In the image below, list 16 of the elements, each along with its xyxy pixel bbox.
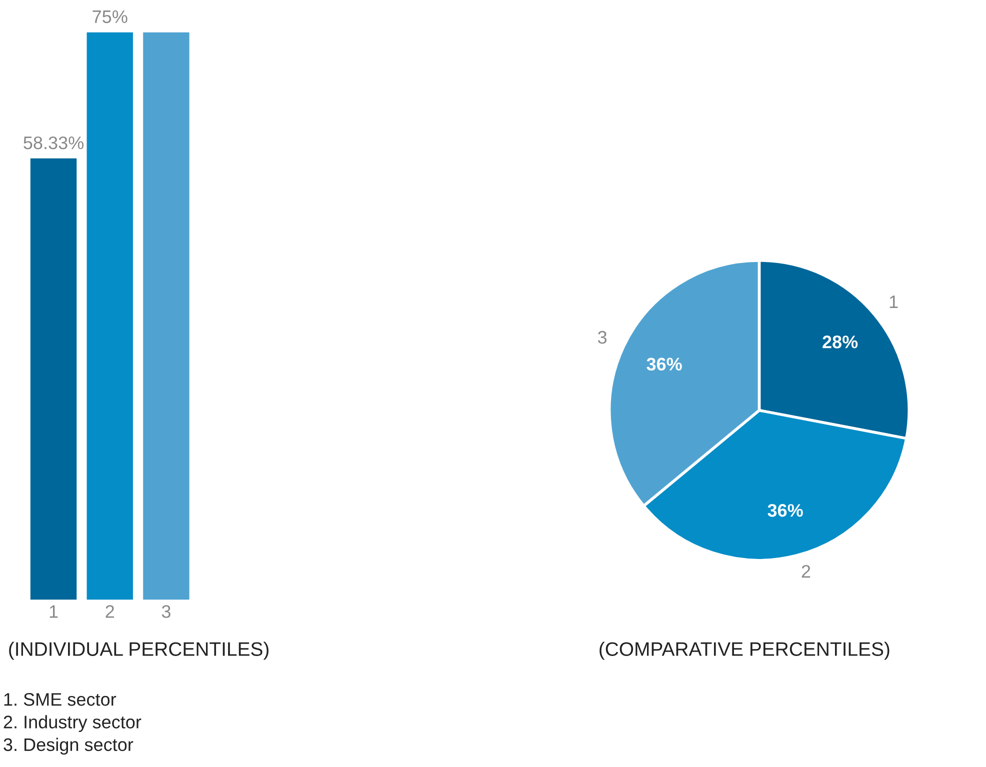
x-tick-label: 3 <box>162 605 170 618</box>
data-label: 36% <box>768 504 803 517</box>
data-label: 58.33% <box>24 136 84 150</box>
text: (COMPARATIVE PERCENTILES) <box>600 642 890 660</box>
slice-label: 1 <box>890 296 898 308</box>
text: 3. Design sector <box>4 738 134 755</box>
slice-label: 2 <box>802 564 810 578</box>
x-axis-title: (INDIVIDUAL PERCENTILES) <box>9 642 268 660</box>
x-tick-label: 1 <box>50 605 58 618</box>
data-label: 36% <box>646 358 682 371</box>
data-label: 75% <box>92 10 128 24</box>
data-label: 28% <box>822 336 858 348</box>
x-tick-label: 2 <box>106 605 114 618</box>
text: 1. SME sector <box>4 693 116 706</box>
slice-label: 3 <box>598 330 607 344</box>
text: 2. Industry sector <box>4 715 142 732</box>
